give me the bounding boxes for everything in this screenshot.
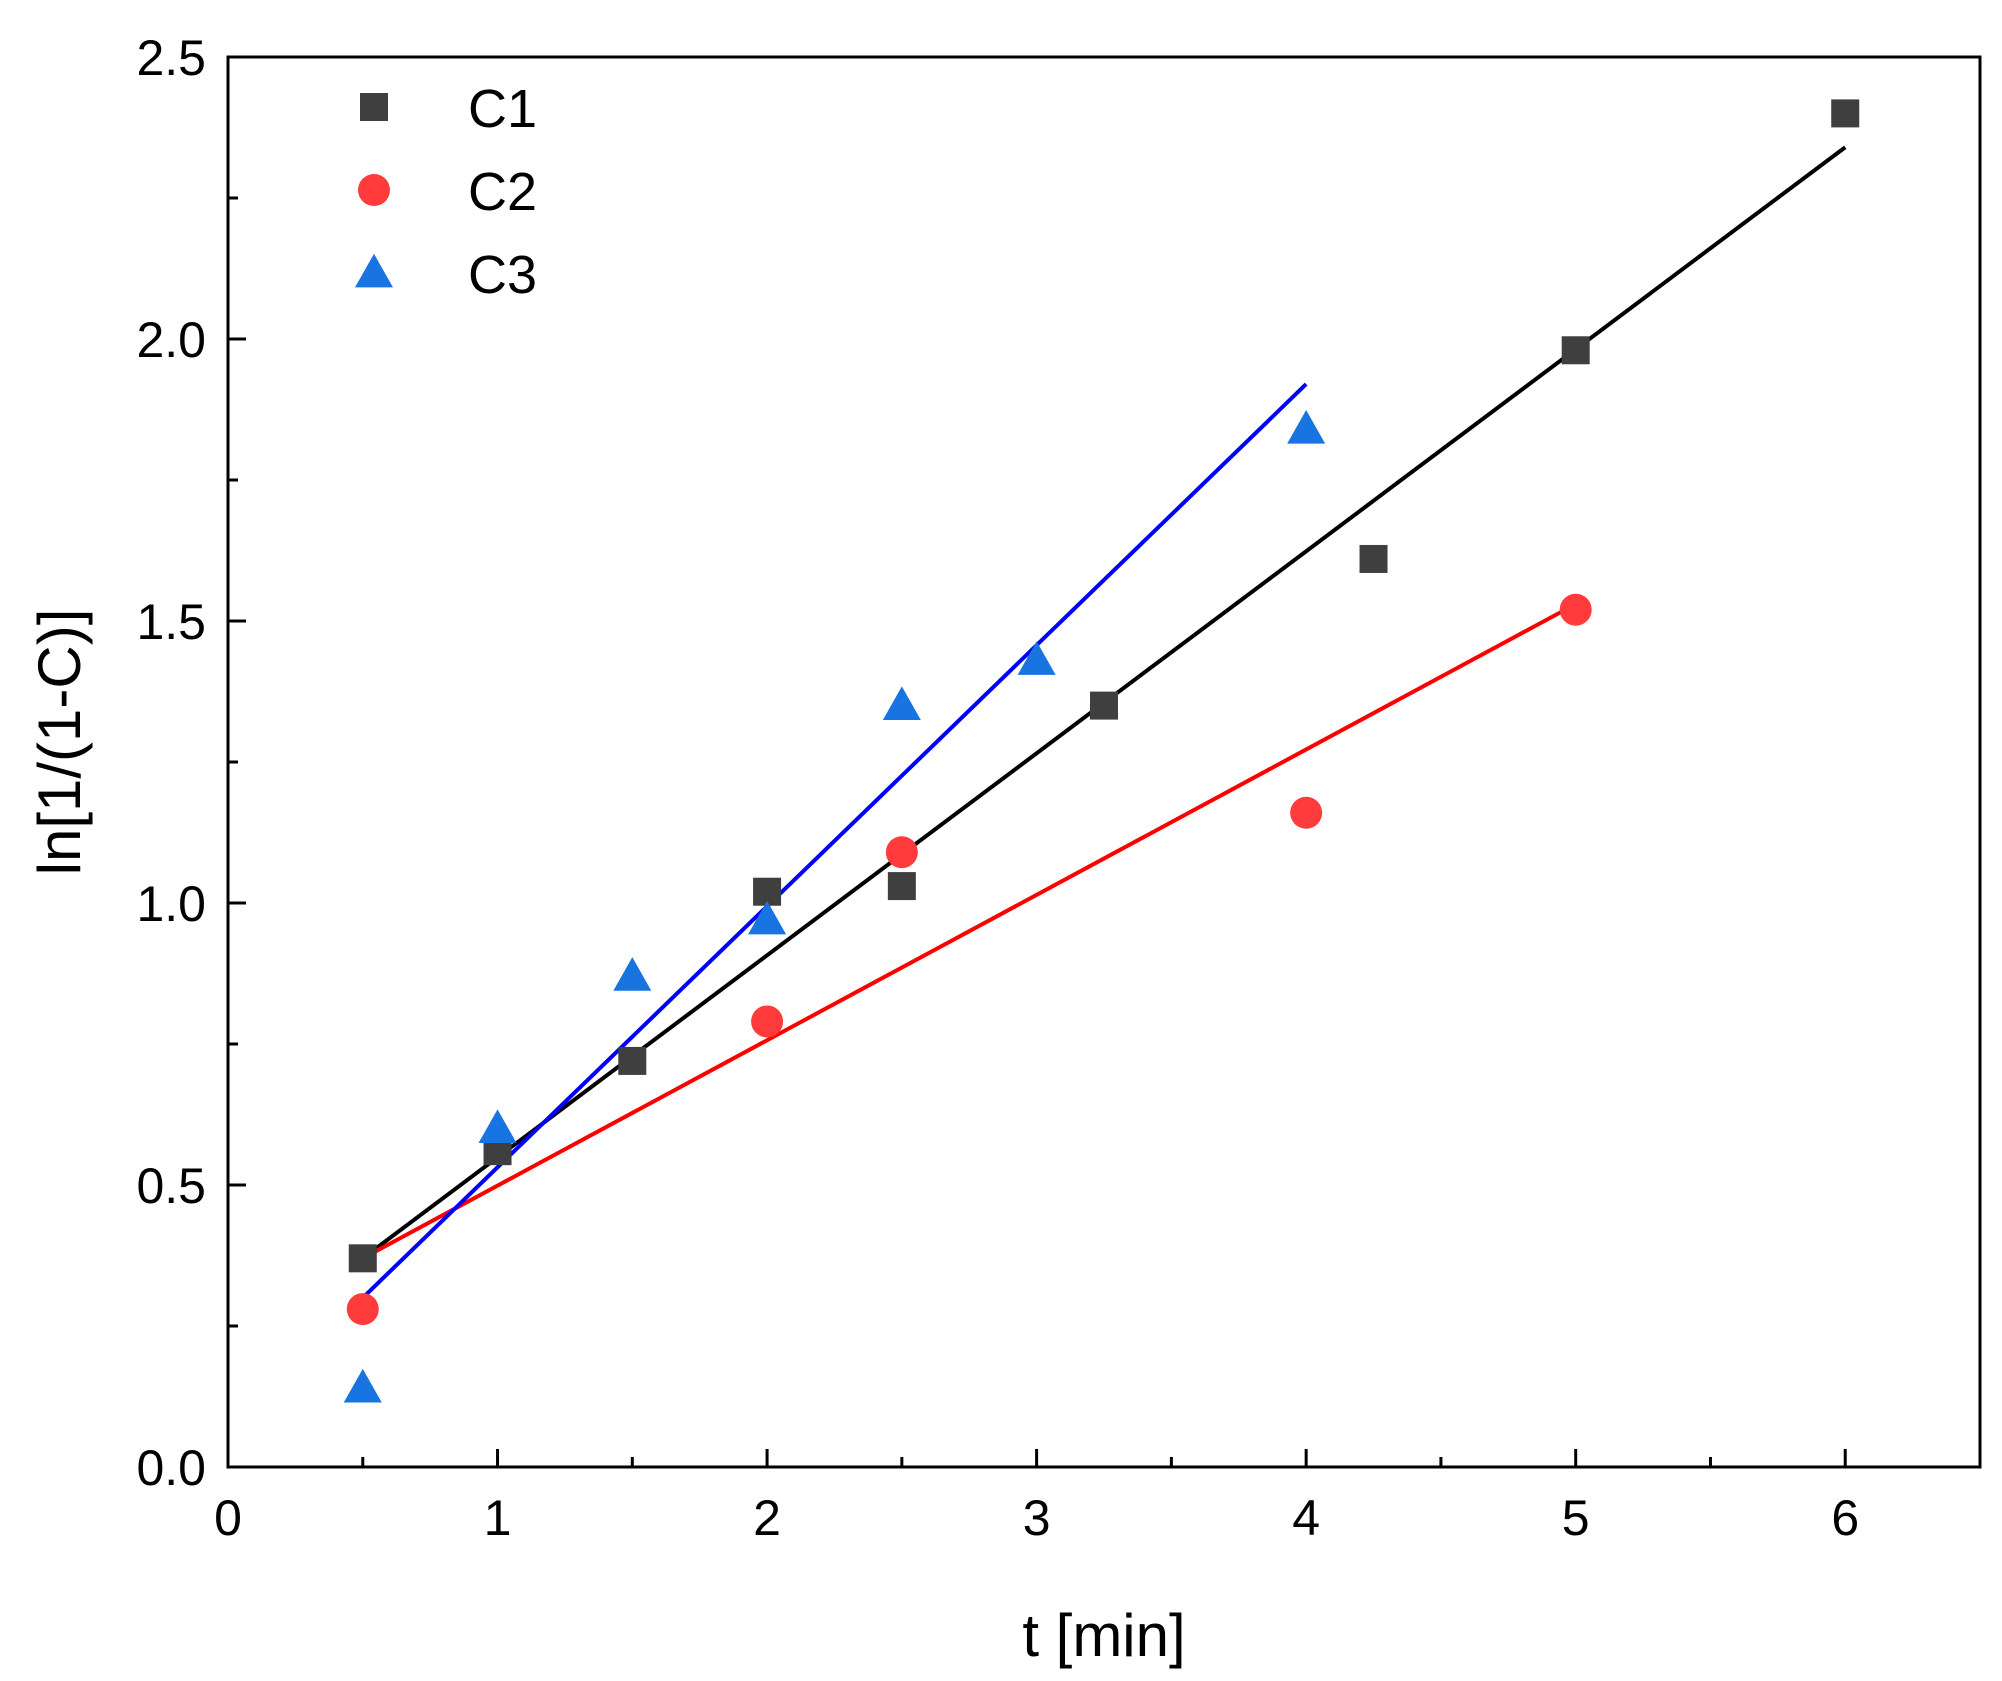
x-axis-title: t [min]	[1022, 1602, 1185, 1669]
x-tick-label: 6	[1831, 1490, 1859, 1546]
x-tick-label: 0	[214, 1490, 242, 1546]
point-c1	[1561, 336, 1590, 365]
point-c3	[613, 957, 652, 991]
point-c2	[1290, 796, 1323, 829]
point-c2	[751, 1005, 784, 1038]
legend-label-c3: C3	[468, 245, 537, 305]
point-c3	[1017, 641, 1056, 675]
legend-label-c1: C1	[468, 79, 537, 139]
axis-tick-labels: 0 1 2 3 4 5 6 0.0 0.5 1.0 1.5 2.0 2.5	[136, 30, 1859, 1546]
point-c1	[348, 1244, 377, 1273]
legend-label-c2: C2	[468, 162, 537, 222]
point-c2	[346, 1293, 379, 1326]
x-tick-label: 2	[753, 1490, 781, 1546]
fit-line-c2	[361, 602, 1577, 1261]
data-markers	[343, 99, 1860, 1403]
legend-marker-c2	[358, 174, 390, 206]
point-c1	[1090, 691, 1118, 720]
point-c2	[885, 836, 918, 869]
point-c3	[478, 1109, 517, 1143]
legend: C1 C2 C3	[355, 79, 537, 305]
y-tick-label: 0.5	[136, 1158, 206, 1214]
x-tick-label: 1	[484, 1490, 512, 1546]
legend-marker-c3	[355, 253, 393, 288]
y-tick-label: 1.5	[136, 594, 206, 650]
point-c1	[1831, 99, 1860, 128]
fit-line-c3	[361, 382, 1308, 1300]
point-c1	[887, 872, 916, 901]
point-c1	[618, 1046, 647, 1075]
point-c2	[1559, 593, 1592, 626]
x-tick-label: 5	[1562, 1490, 1590, 1546]
y-tick-label: 1.0	[136, 876, 206, 932]
axis-ticks	[226, 55, 1847, 1469]
y-tick-label: 0.0	[136, 1440, 206, 1496]
point-c3	[882, 686, 921, 720]
y-tick-label: 2.0	[136, 312, 206, 368]
x-tick-label: 3	[1023, 1490, 1051, 1546]
legend-marker-c1	[360, 93, 388, 121]
y-tick-label: 2.5	[136, 30, 206, 86]
point-c3	[748, 900, 787, 935]
point-c1	[1359, 544, 1388, 573]
point-c3	[1287, 410, 1326, 444]
point-c3	[343, 1368, 382, 1403]
x-tick-label: 4	[1292, 1490, 1320, 1546]
y-axis-title: ln[1/(1-C)]	[26, 609, 93, 876]
